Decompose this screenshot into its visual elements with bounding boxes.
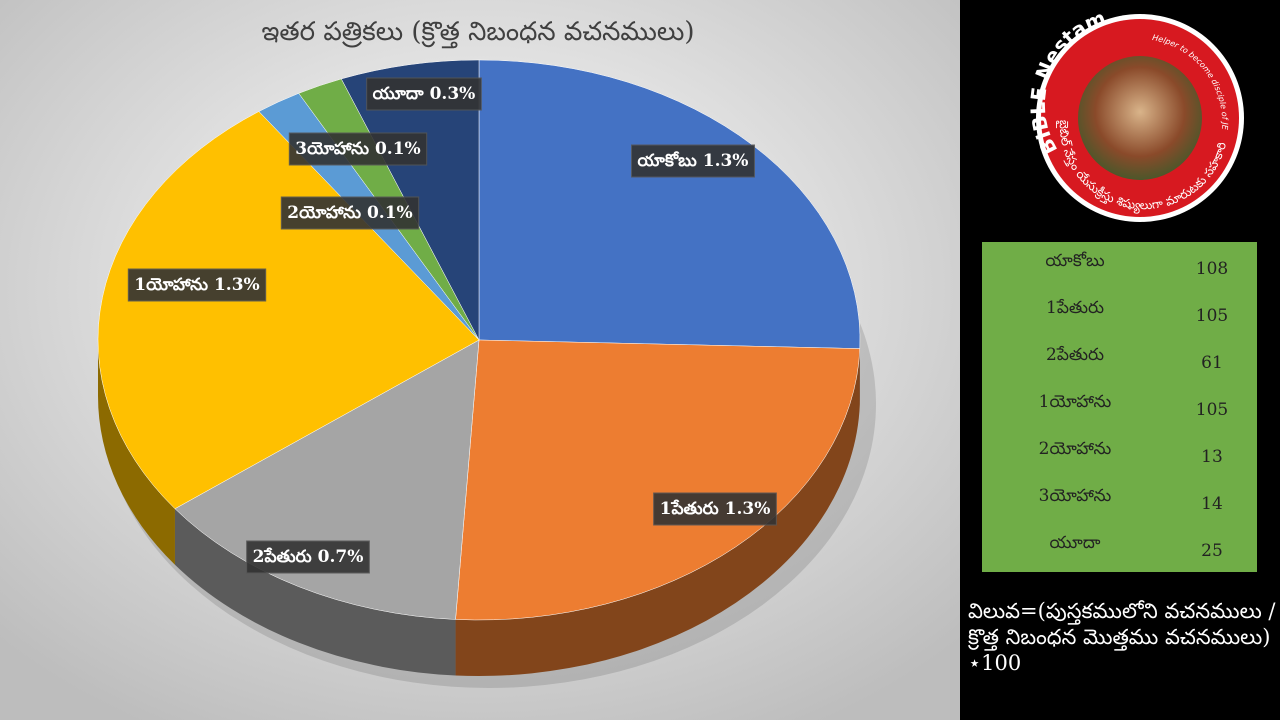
data-label-bg: [366, 77, 482, 111]
data-label-text: యాకోబు 1.3%: [638, 151, 749, 171]
table-cell: 1పేతురు: [1046, 298, 1104, 318]
label-value: 1.3%: [214, 275, 260, 295]
data-label-text: యూదా 0.3%: [373, 84, 476, 104]
label-category: 2యోహాను: [287, 203, 361, 223]
formula: విలువ=(పుస్తకములోని వచనములు / క్రొత్త ని…: [968, 599, 1276, 675]
data-label-text: 2యోహాను 0.1%: [287, 203, 412, 223]
chart-title: ఇతర పత్రికలు (క్రొత్త నిబంధన వచనములు): [262, 17, 695, 49]
data-label-bg: [127, 268, 267, 302]
label-value: 0.3%: [430, 84, 476, 104]
label-category: 2పేతురు: [253, 547, 312, 567]
data-label-text: 2పేతురు 0.7%: [253, 547, 364, 567]
data-label-bg: [631, 144, 755, 178]
data-label-bg: [280, 196, 420, 230]
table-cell: 14: [1201, 494, 1223, 514]
table-cell: యాకోబు: [1045, 251, 1104, 271]
data-label: యూదా 0.3%: [366, 77, 482, 111]
label-category: యాకోబు: [638, 151, 697, 171]
slice-side: [98, 340, 175, 565]
table-cell: 108: [1196, 259, 1228, 279]
slice-side: [455, 348, 860, 676]
label-value: 1.3%: [703, 151, 749, 171]
table-cell: 2యోహాను: [1039, 439, 1112, 459]
logo-photo: [1078, 56, 1202, 180]
label-category: 1పేతురు: [660, 499, 719, 519]
slice: [455, 339, 861, 621]
table-cell: 25: [1201, 541, 1223, 561]
slice-side: [174, 508, 456, 676]
label-category: 1యోహాను: [134, 275, 208, 295]
table-bg: [982, 242, 1257, 572]
data-label: 3యోహాను 0.1%: [288, 132, 428, 166]
label-category: యూదా: [373, 84, 424, 104]
data-label: 2పేతురు 0.7%: [246, 540, 370, 574]
data-label: యాకోబు 1.3%: [631, 144, 755, 178]
data-label-text: 1యోహాను 1.3%: [134, 275, 259, 295]
data-label: 1పేతురు 1.3%: [653, 492, 777, 526]
table-cell: 1యోహాను: [1039, 392, 1112, 412]
slice: [97, 111, 480, 510]
table-cell: 61: [1201, 353, 1223, 373]
table-cell: 105: [1196, 400, 1228, 420]
table-cell: 105: [1196, 306, 1228, 326]
data-label-bg: [288, 132, 428, 166]
data-label: 2యోహాను 0.1%: [280, 196, 420, 230]
table-cell: యూదా: [1050, 533, 1101, 553]
label-value: 0.1%: [367, 203, 413, 223]
table-cell: 13: [1201, 447, 1223, 467]
data-label-text: 3యోహాను 0.1%: [295, 139, 420, 159]
label-value: 0.7%: [318, 547, 364, 567]
data-label: 1యోహాను 1.3%: [127, 268, 267, 302]
data-label-text: 1పేతురు 1.3%: [660, 499, 771, 519]
table-cell: 2పేతురు: [1046, 345, 1104, 365]
data-label-bg: [653, 492, 777, 526]
data-label-bg: [246, 540, 370, 574]
label-value: 0.1%: [375, 139, 421, 159]
label-category: 3యోహాను: [295, 139, 369, 159]
table-cell: 3యోహాను: [1039, 486, 1112, 506]
label-value: 1.3%: [725, 499, 771, 519]
